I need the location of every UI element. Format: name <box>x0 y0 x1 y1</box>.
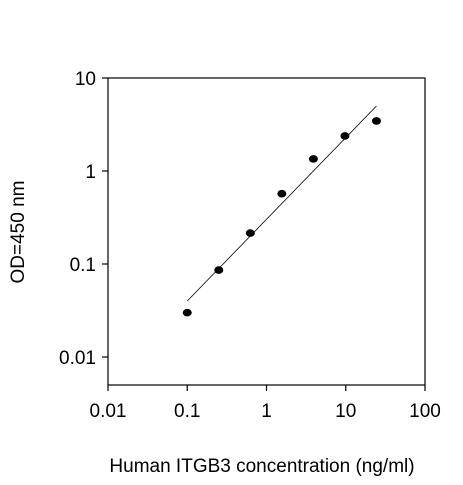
y-tick-label: 10 <box>75 69 96 90</box>
data-point <box>245 229 255 237</box>
x-tick-label: 1 <box>261 401 272 422</box>
data-point <box>340 132 350 140</box>
data-point <box>371 117 381 125</box>
y-tick-label: 1 <box>85 162 96 183</box>
data-point <box>182 308 192 317</box>
data-point <box>214 266 224 274</box>
data-point <box>277 189 287 198</box>
x-tick-label: 0.01 <box>90 401 127 422</box>
x-tick-label: 0.1 <box>174 401 200 422</box>
y-tick-label: 0.1 <box>70 255 96 276</box>
x-tick-label: 10 <box>335 401 356 422</box>
y-axis-label: OD=450 nm <box>8 181 29 284</box>
x-tick-label: 100 <box>409 401 441 422</box>
data-point <box>308 155 318 163</box>
x-axis-label: Human ITGB3 concentration (ng/ml) <box>109 456 414 477</box>
y-tick-label: 0.01 <box>59 348 96 369</box>
